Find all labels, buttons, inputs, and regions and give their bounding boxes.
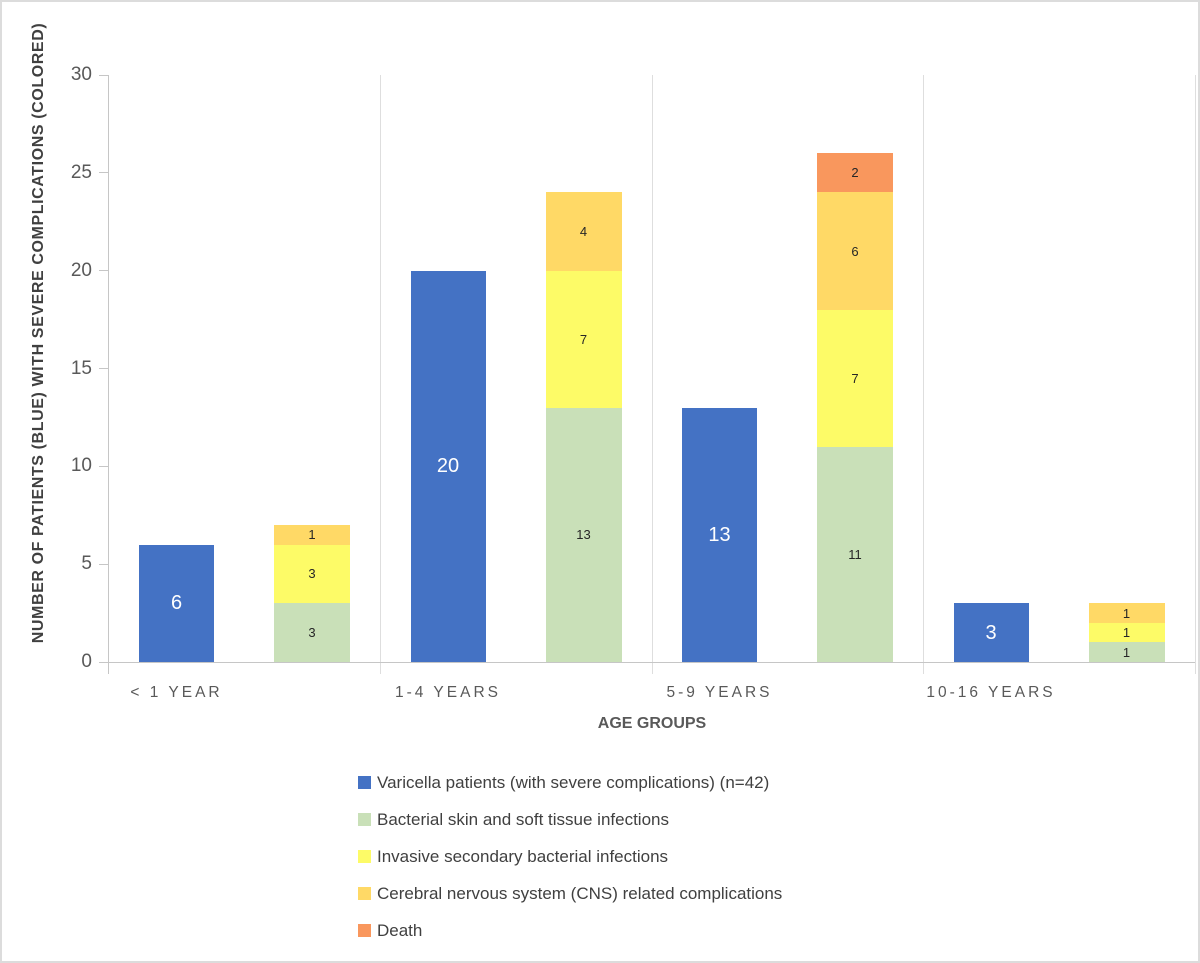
x-axis-line — [108, 662, 1195, 663]
stack-segment-value: 3 — [308, 625, 316, 641]
y-tick-label: 5 — [81, 553, 92, 575]
stack-segment-value: 7 — [579, 331, 588, 347]
category-gridline — [923, 75, 924, 674]
y-axis-tick — [99, 270, 108, 272]
stack-segment-value: 2 — [851, 165, 859, 181]
total-bar-value: 20 — [436, 455, 460, 478]
stack-segment: 6 — [817, 192, 893, 310]
total-bar-value: 3 — [985, 621, 997, 644]
y-tick-label: 0 — [81, 651, 92, 672]
stack-segment: 1 — [1088, 642, 1165, 662]
stack-segment-value: 4 — [579, 224, 588, 240]
stack-segment: 4 — [545, 192, 622, 271]
stack-segment-value: 7 — [851, 370, 859, 386]
stack-segment-value: 6 — [851, 243, 859, 259]
legend-item: Cerebral nervous system (CNS) related co… — [358, 875, 782, 912]
category-gridline — [651, 75, 653, 674]
total-bar: 6 — [139, 544, 214, 662]
stack-segment: 7 — [545, 270, 622, 408]
x-category-label: 10-16 YEARS — [926, 684, 1056, 701]
y-tick-label: 25 — [70, 161, 92, 183]
stack-segment: 11 — [817, 446, 893, 662]
category-gridline — [380, 75, 381, 674]
legend-label: Death — [377, 920, 423, 940]
stack-segment-value: 3 — [308, 566, 316, 582]
y-axis-tick — [99, 465, 108, 467]
total-bar: 3 — [953, 603, 1029, 662]
stack-segment: 1 — [1088, 603, 1165, 623]
legend-item: Bacterial skin and soft tissue infection… — [358, 801, 782, 838]
legend-swatch — [358, 776, 371, 789]
legend-swatch — [358, 924, 371, 937]
legend-label: Invasive secondary bacterial infections — [377, 846, 669, 866]
y-axis-tick — [99, 563, 108, 565]
legend-swatch — [358, 887, 371, 900]
total-bar: 20 — [410, 270, 486, 662]
y-tick-label: 30 — [70, 64, 92, 85]
total-bar-value: 6 — [170, 592, 183, 615]
stack-segment: 3 — [274, 544, 350, 604]
y-axis-tick — [99, 74, 108, 76]
stack-segment-value: 1 — [1122, 605, 1131, 621]
legend-swatch — [358, 850, 371, 863]
total-bar-value: 13 — [708, 523, 731, 546]
y-axis-line — [108, 75, 109, 674]
stack-segment-value: 1 — [308, 527, 316, 543]
stack-segment: 13 — [545, 407, 622, 662]
y-axis-tick — [99, 661, 108, 663]
x-axis-title: AGE GROUPS — [597, 715, 707, 732]
x-category-label: 5-9 YEARS — [666, 684, 773, 701]
legend-item: Death — [358, 912, 782, 949]
legend-label: Bacterial skin and soft tissue infection… — [377, 809, 669, 829]
stack-segment: 1 — [1088, 622, 1165, 643]
category-gridline — [1194, 75, 1196, 674]
stack-segment: 3 — [274, 603, 350, 662]
y-tick-label: 10 — [70, 455, 92, 477]
stack-segment-value: 11 — [848, 546, 862, 562]
legend: Varicella patients (with severe complica… — [358, 764, 782, 949]
stack-segment-value: 1 — [1122, 644, 1131, 660]
total-bar: 13 — [682, 407, 757, 662]
x-category-label: < 1 YEAR — [130, 684, 223, 701]
legend-item: Varicella patients (with severe complica… — [358, 764, 782, 801]
stack-segment: 7 — [817, 309, 893, 447]
stack-segment: 2 — [817, 153, 893, 193]
legend-label: Cerebral nervous system (CNS) related co… — [377, 883, 783, 903]
x-category-label: 1-4 YEARS — [395, 684, 501, 701]
y-axis-tick — [99, 172, 108, 174]
legend-item: Invasive secondary bacterial infections — [358, 838, 782, 875]
y-tick-label: 20 — [70, 259, 92, 281]
y-tick-label: 15 — [70, 357, 92, 379]
stack-segment-value: 13 — [576, 527, 591, 543]
stack-segment-value: 1 — [1122, 625, 1131, 641]
legend-label: Varicella patients (with severe complica… — [377, 772, 770, 792]
stack-segment: 1 — [274, 525, 350, 545]
legend-swatch — [358, 813, 371, 826]
y-axis-tick — [99, 368, 108, 369]
